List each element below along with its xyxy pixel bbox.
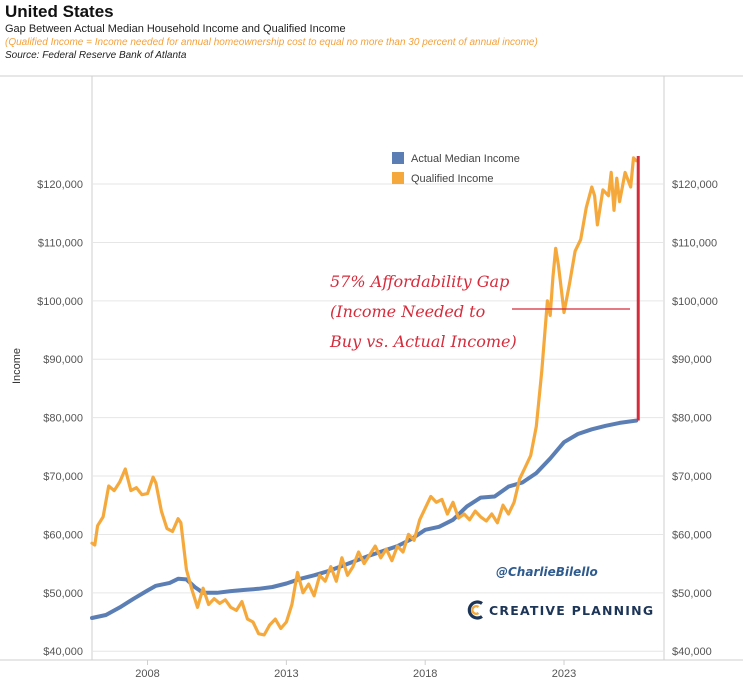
- y-tick-label-right: $70,000: [672, 471, 712, 483]
- y-tick-label-right: $80,000: [672, 413, 712, 425]
- x-tick-label: 2018: [413, 668, 437, 680]
- y-tick-label-left: $110,000: [38, 237, 83, 249]
- y-tick-label-right: $40,000: [672, 646, 712, 658]
- y-tick-label-left: $40,000: [43, 646, 83, 658]
- x-tick-label: 2008: [135, 668, 159, 680]
- watermark: @CharlieBilello CREATIVE PLANNING: [467, 565, 654, 620]
- legend-label-actual: Actual Median Income: [411, 153, 520, 165]
- series-group: [90, 156, 639, 637]
- y-axis-right: $40,000 $50,000 $60,000 $70,000 $80,000 $90,0…: [672, 179, 718, 658]
- y-tick-label-right: $50,000: [672, 588, 712, 600]
- gap-annotation-line-3: Buy vs. Actual Income): [329, 332, 517, 351]
- y-tick-label-right: $100,000: [672, 296, 718, 308]
- y-axis-label: Income: [11, 348, 23, 384]
- gap-annotation-line-2: (Income Needed to: [330, 302, 485, 321]
- y-tick-label-left: $60,000: [43, 529, 83, 541]
- legend-swatch-qualified: [392, 172, 404, 184]
- legend-label-qualified: Qualified Income: [411, 173, 494, 185]
- gap-annotation: 57% Affordability Gap (Income Needed to …: [329, 156, 640, 421]
- y-axis-left: $40,000 $50,000 $60,000 $70,000 $80,000 $90,0…: [37, 179, 83, 658]
- y-tick-label-left: $70,000: [43, 471, 83, 483]
- chart-note: (Qualified Income = Income needed for an…: [5, 37, 538, 48]
- chart-subtitle: Gap Between Actual Median Household Inco…: [5, 23, 346, 35]
- watermark-handle: @CharlieBilello: [496, 565, 598, 579]
- qualified-income-line: [90, 156, 638, 637]
- actual-median-income-line: [90, 418, 639, 620]
- y-tick-label-right: $110,000: [672, 237, 717, 249]
- x-tick-label: 2013: [274, 668, 298, 680]
- y-tick-label-left: $90,000: [43, 354, 83, 366]
- chart-frame: [0, 75, 743, 661]
- x-axis: 2008 2013 2018 2023: [135, 660, 576, 680]
- y-tick-label-left: $50,000: [43, 588, 83, 600]
- x-tick-label: 2023: [552, 668, 576, 680]
- watermark-brand: CREATIVE PLANNING: [489, 603, 654, 618]
- legend: Actual Median Income Qualified Income: [392, 152, 520, 185]
- chart-header: United States Gap Between Actual Median …: [5, 2, 740, 62]
- gap-annotation-line-1: 57% Affordability Gap: [330, 272, 509, 291]
- y-tick-label-right: $60,000: [672, 529, 712, 541]
- legend-swatch-actual: [392, 152, 404, 164]
- y-tick-label-left: $120,000: [37, 179, 83, 191]
- y-tick-label-left: $100,000: [37, 296, 83, 308]
- grid-lines: [92, 183, 664, 652]
- chart-title: United States: [5, 2, 114, 21]
- y-tick-label-right: $120,000: [672, 179, 718, 191]
- creative-planning-logo-icon: [467, 600, 483, 620]
- y-tick-label-left: $80,000: [43, 413, 83, 425]
- chart-source: Source: Federal Reserve Bank of Atlanta: [5, 50, 187, 61]
- y-tick-label-right: $90,000: [672, 354, 712, 366]
